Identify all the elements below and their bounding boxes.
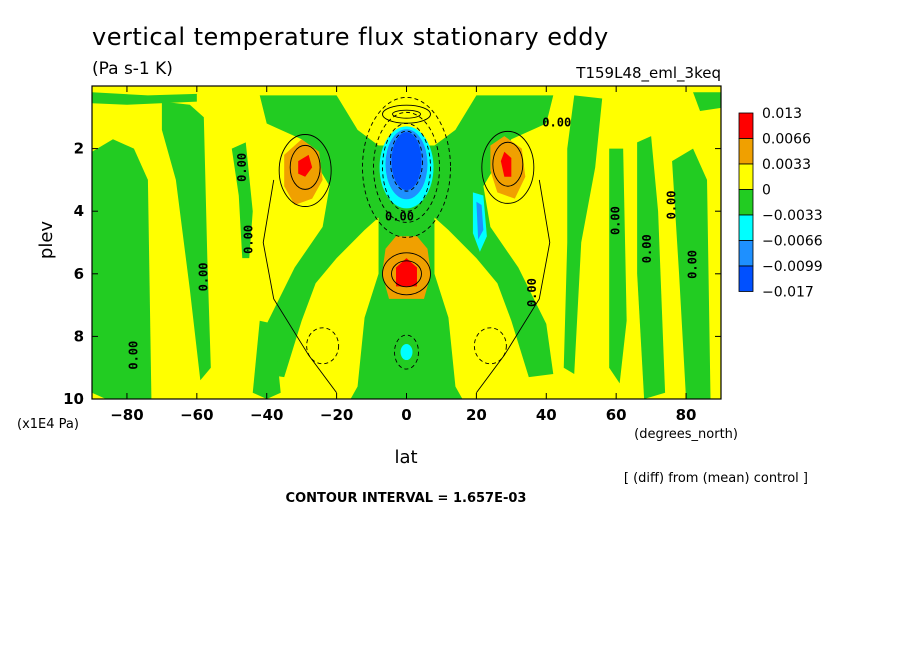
colorbar-swatch [738, 163, 754, 190]
x-axis: −80 −60 −40 −20 0 20 40 60 80 [110, 86, 696, 424]
contour-label: 0.00 [385, 210, 414, 224]
contour-pos-north-inner [492, 141, 524, 187]
neg-nearsurface-cyan [400, 344, 413, 361]
contour-label: 0.00 [686, 250, 700, 279]
neg-band-north-lightblue [476, 201, 484, 240]
x-axis-label: lat [394, 447, 417, 468]
colorbar-swatch [738, 265, 754, 292]
contour-field: 0.00 0.00 0.00 0.00 0.00 0.00 0.00 0.00 0.00 0.00… [92, 86, 721, 399]
contour-label: 0.00 [542, 116, 571, 130]
colorbar-swatch [738, 189, 754, 216]
colorbar-label: −0.0033 [762, 208, 823, 224]
contour-neg-surface [394, 334, 419, 370]
colorbar-label: −0.0099 [762, 259, 823, 275]
x-tick-label: 0 [401, 406, 411, 424]
contour-label: 0.00 [640, 234, 654, 263]
contour-pos-south-inner [289, 144, 321, 190]
neg-region-south-strip [161, 101, 211, 381]
contour-top-ring-outer [382, 104, 431, 124]
y-tick-label: 4 [74, 202, 84, 220]
contour-north-flank [476, 179, 551, 394]
x-tick-label: −80 [110, 406, 143, 424]
y-axis-units: (x1E4 Pa) [17, 417, 79, 432]
contour-label: 0.00 [126, 341, 140, 370]
y-axis-label: plev [36, 221, 57, 260]
colorbar-label: −0.0066 [762, 234, 823, 250]
y-tick-label: 8 [74, 327, 84, 345]
contour-south-flank [262, 179, 337, 394]
contour-label: 0.00 [525, 278, 539, 307]
pos-peak-south-red [298, 154, 313, 177]
x-axis-units: (degrees_north) [634, 427, 738, 442]
contour-neg-core [390, 130, 423, 192]
colorbar-label: −0.017 [762, 285, 814, 301]
contour-pos-north-outer [481, 130, 535, 204]
neg-region-north-mid [609, 148, 627, 384]
neg-region-north-strip [563, 95, 603, 374]
contour-neg-south-low [306, 327, 340, 365]
neg-region-top-south [92, 92, 197, 105]
colorbar-swatch [738, 214, 754, 241]
neg-region-south-narrow [231, 142, 253, 259]
neg-region-north-polar [672, 148, 711, 399]
y-tick-label: 6 [74, 265, 84, 283]
x-tick-label: 80 [676, 406, 697, 424]
x-tick-label: −20 [320, 406, 353, 424]
contour-interval: CONTOUR INTERVAL = 1.657E-03 [286, 491, 527, 506]
diff-note: [ (diff) from (mean) control ] [624, 471, 808, 486]
contour-label: 0.00 [665, 190, 679, 219]
contour-neg-north-low [473, 327, 507, 365]
y-tick-label: 10 [63, 390, 84, 408]
contour-neg-outer [362, 96, 451, 238]
contour-pos-south-outer [278, 134, 332, 207]
colorbar-swatch [738, 240, 754, 267]
x-tick-label: −40 [250, 406, 283, 424]
x-tick-label: 20 [466, 406, 487, 424]
contour-top-ring [392, 109, 421, 119]
contour-label: 0.00 [196, 262, 210, 291]
contour-neg-mid [373, 111, 440, 223]
colorbar-swatch [738, 112, 754, 139]
y-axis: 2 4 6 8 10 [63, 140, 721, 408]
neg-region-north-b [637, 136, 666, 399]
x-tick-label: −60 [180, 406, 213, 424]
neg-region-top-north [693, 92, 721, 112]
neg-core-blue [391, 132, 422, 191]
contour-label: 0.00 [609, 206, 623, 235]
colorbar-label: 0 [762, 183, 771, 199]
x-tick-label: 60 [606, 406, 627, 424]
colorbar-label: 0.0033 [762, 157, 811, 173]
colorbar-swatch [738, 138, 754, 165]
contour-pos-center-outer [382, 252, 431, 296]
run-label: T159L48_eml_3keq [575, 64, 721, 83]
colorbar-label: 0.013 [762, 106, 802, 122]
colorbar: 0.013 0.0066 0.0033 0 −0.0033 −0.0066 −0.0099 −… [738, 106, 823, 301]
pos-peak-center-red [396, 258, 417, 287]
y-tick-label: 2 [74, 140, 84, 158]
contour-pos-center-inner [391, 260, 422, 288]
contour-label: 0.00 [242, 225, 256, 254]
colorbar-label: 0.0066 [762, 132, 811, 148]
x-tick-label: 40 [536, 406, 557, 424]
neg-region-south-low [252, 320, 281, 399]
chart-units: (Pa s-1 K) [92, 59, 173, 79]
chart-title: vertical temperature flux stationary edd… [92, 23, 609, 51]
contour-label: 0.00 [235, 153, 249, 182]
neg-region-south-polar [92, 139, 152, 399]
pos-peak-north-red [500, 151, 512, 177]
